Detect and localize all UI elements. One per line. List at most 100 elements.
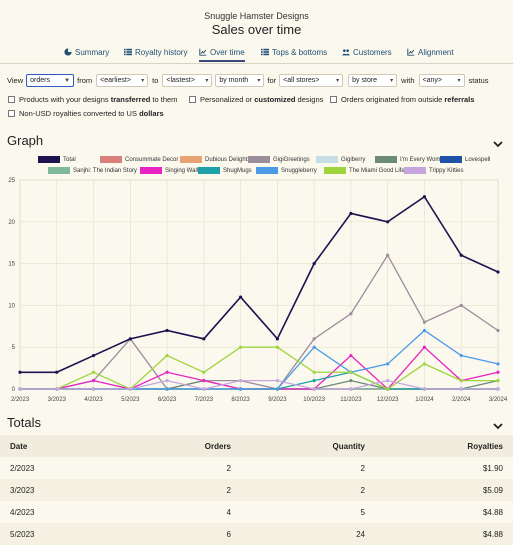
- legend-label: Dubious Delights: [205, 156, 251, 163]
- data-point: [496, 328, 500, 333]
- transferred-checkbox-row[interactable]: Products with your designs transferred t…: [8, 95, 177, 104]
- legend-swatch: [440, 156, 462, 163]
- data-point: [165, 387, 169, 391]
- y-tick-label: 15: [8, 262, 15, 268]
- legend-item[interactable]: ShugMugs: [198, 167, 252, 174]
- period-value: by month: [219, 77, 249, 84]
- from-label: from: [77, 76, 93, 85]
- tab-alignment[interactable]: Alignment: [407, 44, 454, 60]
- data-point: [312, 370, 316, 374]
- legend-item[interactable]: Lovespell: [440, 156, 490, 163]
- legend-item[interactable]: Consummate Decor: [100, 156, 178, 163]
- chevron-down-icon[interactable]: [493, 139, 503, 149]
- transferred-checkbox[interactable]: [8, 96, 15, 103]
- view-label: View: [7, 76, 24, 85]
- period-select[interactable]: by month ▾: [215, 74, 265, 87]
- data-point: [312, 379, 316, 383]
- cell-royalties: $1.90: [482, 464, 503, 473]
- chevron-down-icon[interactable]: [493, 421, 503, 431]
- checkbox-label: Personalized or customized designs: [200, 95, 324, 104]
- referrals-checkbox-row[interactable]: Orders originated from outside referrals: [330, 95, 474, 104]
- legend-swatch: [248, 156, 270, 163]
- for-label: for: [267, 76, 277, 85]
- view-select[interactable]: orders ▼: [26, 74, 75, 87]
- chevron-down-icon: ▾: [457, 78, 461, 84]
- to-label: to: [152, 76, 159, 85]
- cell-orders: 2: [226, 464, 231, 473]
- status-select[interactable]: <any> ▾: [418, 74, 465, 87]
- data-point: [386, 253, 390, 257]
- status-value: <any>: [422, 77, 442, 84]
- x-tick-label: 2/2023: [11, 397, 30, 403]
- x-tick-label: 9/2023: [268, 397, 287, 403]
- customized-checkbox-row[interactable]: Personalized or customized designs: [189, 95, 323, 104]
- legend-item[interactable]: Gigiberry: [316, 156, 365, 163]
- data-point: [312, 337, 316, 341]
- legend-swatch: [316, 156, 338, 163]
- from-select[interactable]: <earliest> ▾: [96, 74, 149, 87]
- cell-date: 4/2023: [10, 508, 35, 517]
- header-orders: Orders: [204, 442, 231, 451]
- data-point: [386, 362, 390, 366]
- to-select[interactable]: <lastest> ▾: [162, 74, 213, 87]
- legend-item[interactable]: The Miami Good Life: [324, 167, 405, 174]
- referrals-checkbox[interactable]: [330, 96, 337, 103]
- data-point: [422, 362, 427, 366]
- legend-item[interactable]: Sanjhi: The Indian Story: [48, 167, 137, 174]
- data-point: [422, 387, 427, 391]
- header-quantity: Quantity: [332, 442, 365, 451]
- data-point: [239, 387, 243, 391]
- group-select[interactable]: by store ▾: [348, 74, 398, 87]
- dollars-checkbox[interactable]: [8, 110, 15, 117]
- x-tick-label: 3/2024: [489, 397, 508, 403]
- tab-tops-bottoms[interactable]: Tops & bottoms: [261, 44, 327, 60]
- cell-date: 3/2023: [10, 486, 35, 495]
- data-point: [202, 379, 206, 383]
- group-value: by store: [352, 77, 378, 84]
- with-label: with: [401, 76, 415, 85]
- tab-customers[interactable]: Customers: [342, 44, 392, 60]
- data-point: [386, 379, 390, 383]
- data-point: [422, 345, 427, 349]
- cell-royalties: $4.88: [482, 508, 503, 517]
- data-point: [349, 387, 353, 391]
- legend-item[interactable]: I'm Every Woman: [375, 156, 447, 163]
- x-tick-label: 4/2023: [84, 397, 103, 403]
- x-tick-label: 7/2023: [195, 397, 214, 403]
- legend-swatch: [48, 167, 70, 174]
- sales-line-chart: 0 5 10 15 20 25 2/2023 3/2023 4/2023 5/2023 6/2023…: [8, 178, 508, 403]
- data-point: [91, 370, 96, 374]
- cell-orders: 6: [226, 530, 231, 539]
- legend-item[interactable]: Trippy Kitties: [404, 167, 463, 174]
- tab-summary[interactable]: Summary: [64, 44, 109, 60]
- series-line: [20, 253, 499, 390]
- data-point: [349, 379, 353, 383]
- header-date: Date: [10, 442, 28, 451]
- checkbox-label: Non-USD royalties converted to US dollar…: [19, 109, 164, 118]
- x-tick-label: 12/2023: [377, 397, 399, 403]
- data-point: [91, 353, 96, 358]
- x-tick-label: 10/2023: [303, 397, 325, 403]
- legend-label: Total: [63, 156, 76, 163]
- header-royalties: Royalties: [467, 442, 503, 451]
- x-tick-label: 2/2024: [452, 397, 471, 403]
- legend-item[interactable]: Snuggleberry: [256, 167, 317, 174]
- legend-label: Consummate Decor: [125, 156, 179, 163]
- data-point: [55, 387, 59, 391]
- legend-item[interactable]: Total: [38, 156, 76, 163]
- cell-royalties: $5.09: [482, 486, 503, 495]
- graph-heading: Graph: [7, 133, 44, 148]
- tab-over-time[interactable]: Over time: [199, 44, 245, 62]
- customized-checkbox[interactable]: [189, 96, 196, 103]
- dollars-checkbox-row[interactable]: Non-USD royalties converted to US dollar…: [8, 109, 164, 118]
- cell-orders: 2: [226, 486, 231, 495]
- legend-item[interactable]: Dubious Delights: [180, 156, 250, 163]
- legend-swatch: [256, 167, 278, 174]
- chevron-down-icon: ▾: [205, 78, 209, 84]
- legend-item[interactable]: GigiGreetings: [248, 156, 310, 163]
- stores-select[interactable]: <all stores> ▾: [279, 74, 344, 87]
- tab-royalty-history[interactable]: Royalty history: [124, 44, 187, 60]
- page-title: Sales over time: [211, 22, 302, 37]
- data-point: [496, 370, 500, 374]
- legend-item[interactable]: Singing Walls: [140, 167, 201, 174]
